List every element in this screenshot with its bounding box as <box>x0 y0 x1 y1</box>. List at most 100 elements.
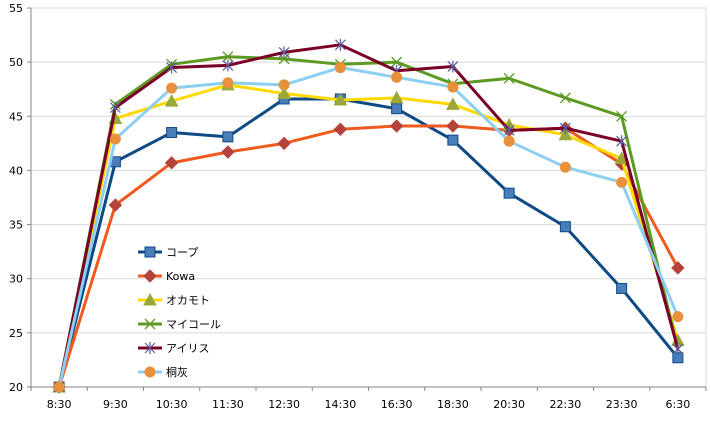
legend-label: アイリス <box>166 342 209 355</box>
series-line <box>57 55 680 388</box>
x-tick-label: 16:30 <box>381 398 413 411</box>
legend-marker <box>144 246 156 258</box>
data-point <box>334 38 346 51</box>
data-point <box>222 131 234 143</box>
legend-marker <box>144 366 156 378</box>
data-point <box>333 122 348 136</box>
axes: 20 25 30 35 40 45 50 55 8:30 9:30 10:30 11:30 12:30 1… <box>9 2 707 411</box>
data-point <box>389 119 404 133</box>
legend-marker <box>143 292 157 306</box>
x-tick-label: 18:30 <box>437 398 469 411</box>
y-tick-label: 45 <box>9 110 23 123</box>
legend-label: 桐灰 <box>166 365 188 379</box>
data-point <box>108 198 123 212</box>
data-point <box>503 72 515 84</box>
x-tick-label: 20:30 <box>493 398 525 411</box>
data-point <box>333 92 348 106</box>
data-point <box>164 156 179 170</box>
data-point <box>222 59 234 72</box>
data-point <box>672 343 684 356</box>
data-point <box>446 97 460 110</box>
y-tick-label: 35 <box>9 219 23 232</box>
x-tick-label: 9:30 <box>103 398 128 411</box>
legend-item: 桐灰 <box>138 365 188 379</box>
series-line <box>57 83 680 388</box>
data-point <box>503 124 515 137</box>
data-point <box>503 187 515 199</box>
data-point <box>447 60 459 73</box>
x-tick-label: 11:30 <box>212 398 244 411</box>
series-line <box>57 97 680 388</box>
legend-item: Kowa <box>138 269 195 283</box>
gridlines <box>30 7 707 388</box>
x-tick-label: 10:30 <box>156 398 188 411</box>
y-tick-label: 55 <box>9 2 23 15</box>
x-tick-label: 23:30 <box>606 398 638 411</box>
data-point <box>391 71 403 83</box>
data-point <box>164 94 179 107</box>
data-point <box>559 122 571 135</box>
legend-label: マイコール <box>166 318 221 331</box>
data-point <box>559 221 571 233</box>
y-tick-label: 30 <box>9 273 23 286</box>
data-point <box>109 101 121 114</box>
y-tick-label: 20 <box>9 381 23 394</box>
data-point <box>166 127 178 139</box>
data-point <box>391 103 403 115</box>
legend-marker <box>143 269 157 283</box>
series-line <box>57 66 680 388</box>
y-tick-label: 40 <box>9 164 23 177</box>
data-point <box>616 135 628 148</box>
series-line <box>57 124 680 388</box>
data-point <box>447 134 459 146</box>
data-point <box>503 135 515 147</box>
y-tick-label: 50 <box>9 56 23 69</box>
data-point <box>447 81 459 93</box>
data-point <box>278 79 290 91</box>
data-point <box>616 110 628 122</box>
plot-area <box>30 7 707 388</box>
data-point <box>277 136 291 151</box>
data-point <box>672 311 684 323</box>
legend-item: オカモト <box>138 292 210 307</box>
data-point <box>222 77 234 89</box>
data-point <box>391 56 403 68</box>
series-lines <box>52 38 685 394</box>
series-5 <box>53 38 684 393</box>
data-point <box>616 176 628 188</box>
series-6 <box>53 62 684 393</box>
data-point <box>278 46 290 59</box>
data-point <box>389 90 404 104</box>
legend-label: Kowa <box>166 270 195 283</box>
data-point <box>671 261 685 275</box>
data-point <box>109 133 121 145</box>
data-point <box>277 86 291 100</box>
legend-label: コープ <box>166 246 198 259</box>
legend-marker <box>144 342 156 354</box>
x-tick-label: 14:30 <box>325 398 357 411</box>
legend-marker <box>144 318 156 330</box>
data-point <box>53 381 65 393</box>
data-point <box>559 161 571 173</box>
x-tick-label: 6:30 <box>666 398 691 411</box>
data-point <box>166 82 178 94</box>
data-point <box>222 51 234 63</box>
x-tick-label: 22:30 <box>550 398 582 411</box>
x-tick-label: 12:30 <box>268 398 300 411</box>
legend-item: コープ <box>138 246 198 259</box>
data-point <box>166 61 178 74</box>
legend-label: オカモト <box>166 294 210 307</box>
data-point <box>616 282 628 294</box>
data-point <box>446 119 460 133</box>
data-point <box>221 145 235 159</box>
y-tick-label: 25 <box>9 327 23 340</box>
x-tick-label: 8:30 <box>47 398 72 411</box>
series-line <box>57 43 680 388</box>
data-point <box>334 62 346 74</box>
legend-item: アイリス <box>138 342 209 355</box>
data-point <box>559 92 571 104</box>
legend-item: マイコール <box>138 318 221 331</box>
